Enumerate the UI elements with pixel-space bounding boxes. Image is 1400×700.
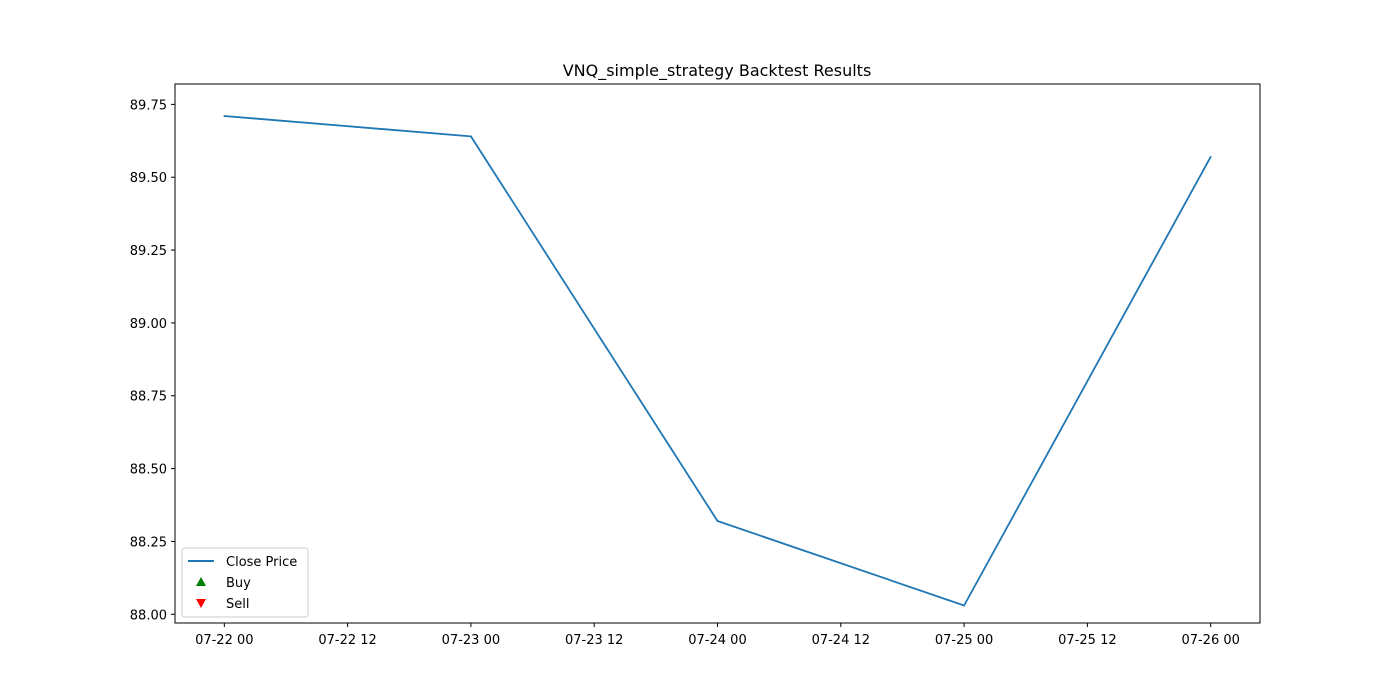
y-axis: 88.00 88.25 88.50 88.75 89.00 89.25 89.50 89.75 xyxy=(130,98,175,623)
x-tick-label: 07-25 12 xyxy=(1058,633,1116,648)
triangle-down-icon xyxy=(196,599,206,608)
x-tick-label: 07-25 00 xyxy=(935,633,993,648)
y-tick-label: 89.25 xyxy=(130,244,167,259)
data-point xyxy=(1209,155,1212,158)
legend-label: Sell xyxy=(226,597,249,612)
x-tick-label: 07-22 00 xyxy=(195,633,253,648)
data-point xyxy=(223,115,226,117)
data-point xyxy=(963,604,965,607)
x-tick-label: 07-23 00 xyxy=(442,633,500,648)
data-point xyxy=(716,520,719,522)
x-tick-label: 07-26 00 xyxy=(1181,633,1239,648)
y-tick-label: 88.50 xyxy=(130,463,167,478)
legend-box xyxy=(181,547,309,618)
chart-title: VNQ_simple_strategy Backtest Results xyxy=(563,61,872,81)
series-layer xyxy=(223,115,1212,607)
x-tick-label: 07-22 12 xyxy=(318,633,376,648)
y-tick-label: 88.75 xyxy=(130,390,167,405)
legend-label: Buy xyxy=(226,576,251,591)
x-tick-label: 07-24 12 xyxy=(812,633,870,648)
data-point xyxy=(470,135,472,138)
legend-label: Close Price xyxy=(226,555,297,570)
x-axis: 07-22 00 07-22 12 07-23 00 07-23 12 07-24 00… xyxy=(195,623,1240,648)
y-tick-label: 89.00 xyxy=(130,317,167,332)
y-tick-label: 89.50 xyxy=(130,171,167,186)
legend: Close Price Buy Sell xyxy=(181,547,309,618)
x-tick-label: 07-24 00 xyxy=(688,633,746,648)
triangle-up-icon xyxy=(196,577,206,586)
y-tick-label: 88.25 xyxy=(130,535,167,550)
y-tick-label: 88.00 xyxy=(130,608,167,623)
x-tick-label: 07-23 12 xyxy=(565,633,623,648)
y-tick-label: 89.75 xyxy=(130,98,167,113)
